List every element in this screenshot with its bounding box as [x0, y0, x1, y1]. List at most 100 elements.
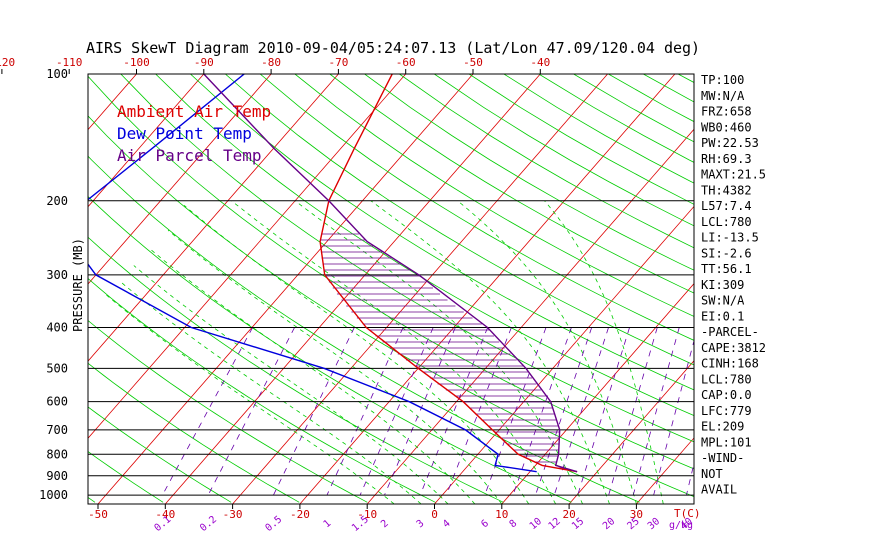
- stat-item: SI:-2.6: [701, 246, 752, 260]
- mixing-ratio-label: 20: [601, 516, 617, 532]
- stat-item: LFC:779: [701, 404, 752, 418]
- mixing-ratio-label: 6: [479, 518, 491, 530]
- stat-item: L57:7.4: [701, 199, 752, 213]
- isotherm-line: [97, 74, 474, 504]
- mixing-ratio-line: [632, 327, 680, 496]
- y-axis-label: PRESSURE (MB): [71, 238, 85, 332]
- isotherm-line: [88, 74, 339, 362]
- stat-item: CAP:0.0: [701, 388, 752, 402]
- stat-item: CINH:168: [701, 357, 759, 371]
- moist-adiabat-line: [544, 200, 664, 504]
- mixing-ratio-label: 4: [441, 518, 453, 530]
- mixing-ratio-unit: g/kg: [669, 520, 693, 531]
- sounding-profiles: [88, 74, 578, 473]
- mixing-ratio-line: [608, 327, 658, 496]
- stat-item: LCL:780: [701, 372, 752, 386]
- isotherm-line: [88, 74, 407, 439]
- dry-adiabat-line: [88, 451, 164, 503]
- bottom-temp-label: 20: [562, 508, 575, 521]
- moist-adiabat-line: [457, 200, 637, 504]
- dry-adiabat-line: [294, 74, 694, 317]
- pressure-tick-label: 400: [46, 321, 68, 335]
- plot-frame: [87, 73, 695, 505]
- pressure-tick-label: 100: [46, 67, 68, 81]
- ambient-temp-line: [319, 74, 578, 473]
- mixing-ratio-label: 0.2: [198, 514, 219, 534]
- stat-item: TT:56.1: [701, 262, 752, 276]
- stat-item: -WIND-: [701, 451, 744, 465]
- mixing-ratio-line: [577, 327, 630, 496]
- pressure-tick-label: 200: [46, 194, 68, 208]
- mixing-ratio-line: [653, 339, 694, 496]
- dry-adiabat-line: [88, 362, 300, 503]
- isotherm-line: [838, 74, 870, 504]
- stat-item: EI:0.1: [701, 309, 744, 323]
- bottom-temp-label: 30: [630, 508, 643, 521]
- bottom-temp-label: -50: [88, 508, 108, 521]
- legend-parcel: Air Parcel Temp: [117, 146, 262, 165]
- isotherm-line: [0, 74, 69, 504]
- mixing-ratio-label: 0.5: [263, 514, 284, 534]
- stat-item: -PARCEL-: [701, 325, 759, 339]
- mixing-ratio-label: 10: [528, 516, 544, 532]
- bottom-temp-label: -10: [357, 508, 377, 521]
- stat-item: AVAIL: [701, 483, 737, 497]
- parcel-temp-line: [203, 74, 578, 473]
- mixing-ratio-label: 12: [547, 516, 563, 532]
- isotherm-line: [164, 74, 541, 504]
- isotherm-line: [366, 128, 694, 504]
- dry-adiabat-line: [88, 195, 572, 503]
- moist-adiabat-line: [133, 265, 449, 504]
- mixing-ratio-line: [419, 327, 488, 496]
- pressure-tick-label: 700: [46, 423, 68, 437]
- top-temp-label: -90: [194, 56, 214, 69]
- stat-item: RH:69.3: [701, 152, 752, 166]
- stat-item: NOT: [701, 467, 723, 481]
- top-temp-label: -40: [530, 56, 550, 69]
- dry-adiabat-line: [0, 74, 27, 502]
- isotherm-line: [771, 74, 870, 504]
- stat-item: TP:100: [701, 73, 744, 87]
- stat-item: FRZ:658: [701, 105, 752, 119]
- stat-item: WB0:460: [701, 120, 752, 134]
- mixing-ratio-label: 2: [379, 518, 391, 530]
- legend-dewpoint: Dew Point Temp: [117, 124, 252, 143]
- mixing-ratio-line: [512, 327, 572, 496]
- bottom-temp-label: -20: [290, 508, 310, 521]
- stat-item: CAPE:3812: [701, 341, 766, 355]
- moist-adiabat-line: [183, 204, 530, 504]
- mixing-ratio-line: [162, 327, 253, 496]
- pressure-tick-label: 1000: [39, 488, 68, 502]
- stat-item: MAXT:21.5: [701, 168, 766, 182]
- pressure-tick-label: 800: [46, 447, 68, 461]
- pressure-tick-label: 300: [46, 268, 68, 282]
- stat-item: MPL:101: [701, 435, 752, 449]
- dry-adiabat-line: [190, 74, 694, 391]
- stat-item: MW:N/A: [701, 89, 745, 103]
- top-temp-label: -110: [56, 56, 83, 69]
- top-temp-label: -100: [123, 56, 150, 69]
- stat-item: LI:-13.5: [701, 231, 759, 245]
- mixing-ratio-line: [207, 327, 295, 496]
- top-temp-label: -50: [463, 56, 483, 69]
- pressure-isobars: [88, 200, 694, 496]
- dewpoint-temp-line: [88, 74, 537, 473]
- stat-item: EL:209: [701, 420, 744, 434]
- isotherm-line: [232, 74, 608, 504]
- pressure-tick-labels: 100 200 300 400 500 600 700 800 900 1000: [39, 67, 68, 502]
- dry-adiabat-line: [88, 75, 694, 470]
- dry-adiabat-line: [88, 277, 436, 503]
- isotherm-line: [88, 74, 205, 208]
- mixing-ratio-line: [484, 327, 547, 496]
- stat-item: SW:N/A: [701, 294, 745, 308]
- bottom-temp-label: -30: [223, 508, 243, 521]
- top-temperature-labels: -120 -110 -100 -90 -80 -70 -60 -50 -40: [0, 56, 550, 69]
- mixing-ratio-label: 3: [415, 518, 427, 530]
- isotherm-line: [568, 360, 694, 504]
- axis-ticks: [1, 69, 637, 509]
- top-temp-label: -70: [328, 56, 348, 69]
- moist-adiabat-line: [149, 248, 476, 504]
- legend: Ambient Air Temp Dew Point Temp Air Parc…: [117, 102, 271, 165]
